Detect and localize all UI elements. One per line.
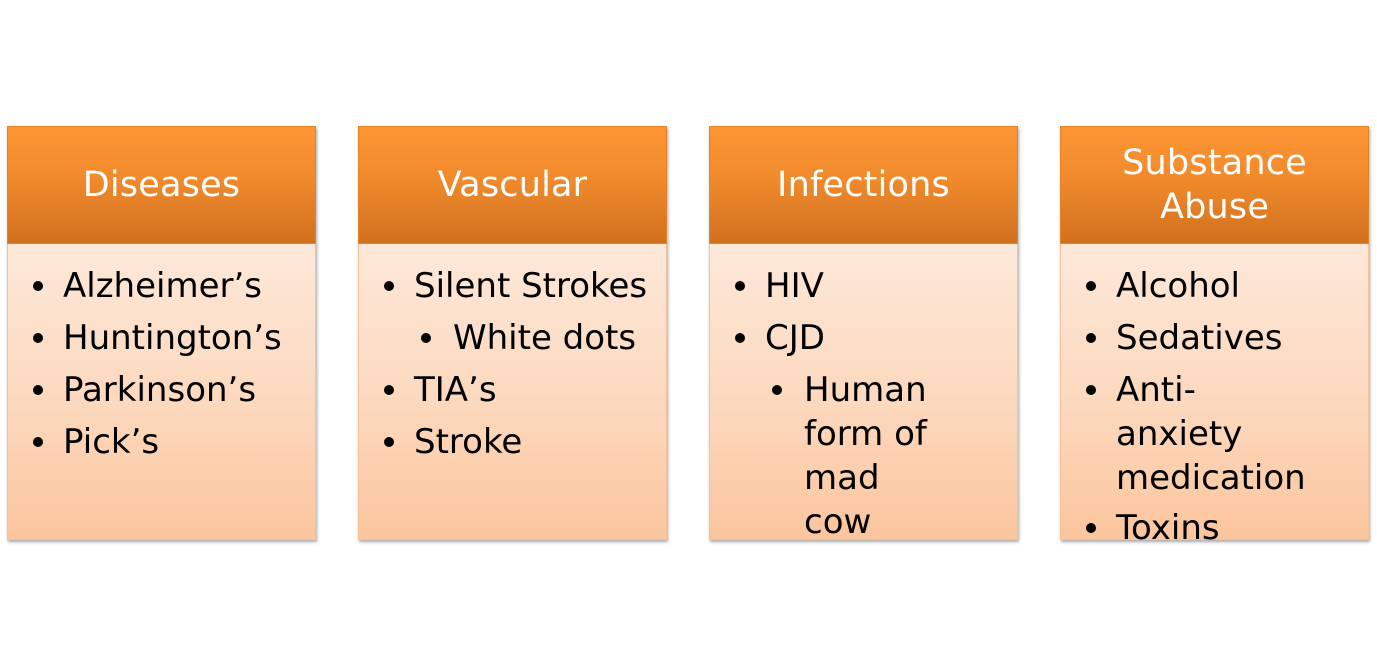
column-body: Silent Strokes White dots TIA’s Stroke [358,244,667,540]
column-title: Diseases [82,165,241,205]
column-title: Vascular [437,165,588,205]
column-diseases: Diseases Alzheimer’s Huntington’s Parkin… [7,126,316,540]
column-vascular: Vascular Silent Strokes White dots TIA’s… [358,126,667,540]
column-infections: Infections HIV CJD Human form of mad cow [709,126,1018,542]
sub-list-item: Human form of mad cow [710,368,954,544]
column-title: Infections [777,165,950,205]
list-item: TIA’s [359,368,666,412]
list-item: Stroke [359,420,666,464]
column-substance-abuse: Substance Abuse Alcohol Sedatives Anti-a… [1060,126,1369,548]
column-title: Substance Abuse [1122,143,1307,227]
column-body: Alzheimer’s Huntington’s Parkinson’s Pic… [7,244,316,540]
list-item: Alzheimer’s [8,264,315,308]
column-header: Vascular [358,126,667,244]
column-header: Diseases [7,126,316,244]
list-item: Pick’s [8,420,315,464]
list-item: Anti-anxiety medication [1061,368,1316,500]
column-body: HIV CJD Human form of mad cow [709,244,1018,542]
list-item: Sedatives [1061,316,1368,360]
list-item: Parkinson’s [8,368,315,412]
column-header: Substance Abuse [1060,126,1369,244]
list-item: CJD [710,316,1017,360]
list-item: HIV [710,264,1017,308]
list-item: Toxins [1061,506,1368,550]
column-header: Infections [709,126,1018,244]
column-body: Alcohol Sedatives Anti-anxiety medicatio… [1060,244,1369,548]
list-item: Huntington’s [8,316,315,360]
sub-list-item: White dots [359,316,666,360]
list-item: Silent Strokes [359,264,666,308]
list-item: Alcohol [1061,264,1368,308]
